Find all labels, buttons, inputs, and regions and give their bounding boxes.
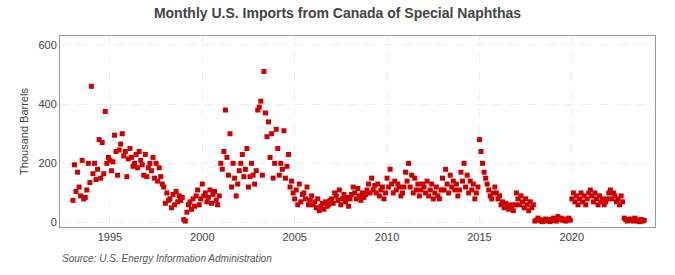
svg-text:1995: 1995 [98,231,122,243]
svg-text:600: 600 [38,39,56,51]
svg-text:0: 0 [51,216,57,228]
svg-text:Source: U.S. Energy Informatio: Source: U.S. Energy Information Administ… [62,253,272,264]
svg-text:2005: 2005 [282,231,306,243]
svg-text:2010: 2010 [375,231,399,243]
svg-text:400: 400 [38,98,56,110]
svg-text:2015: 2015 [467,231,491,243]
svg-text:200: 200 [38,157,56,169]
svg-text:2020: 2020 [560,231,584,243]
svg-text:Thousand Barrels: Thousand Barrels [18,88,30,175]
svg-text:2000: 2000 [190,231,214,243]
svg-text:Monthly U.S. Imports from Cana: Monthly U.S. Imports from Canada of Spec… [154,5,521,21]
